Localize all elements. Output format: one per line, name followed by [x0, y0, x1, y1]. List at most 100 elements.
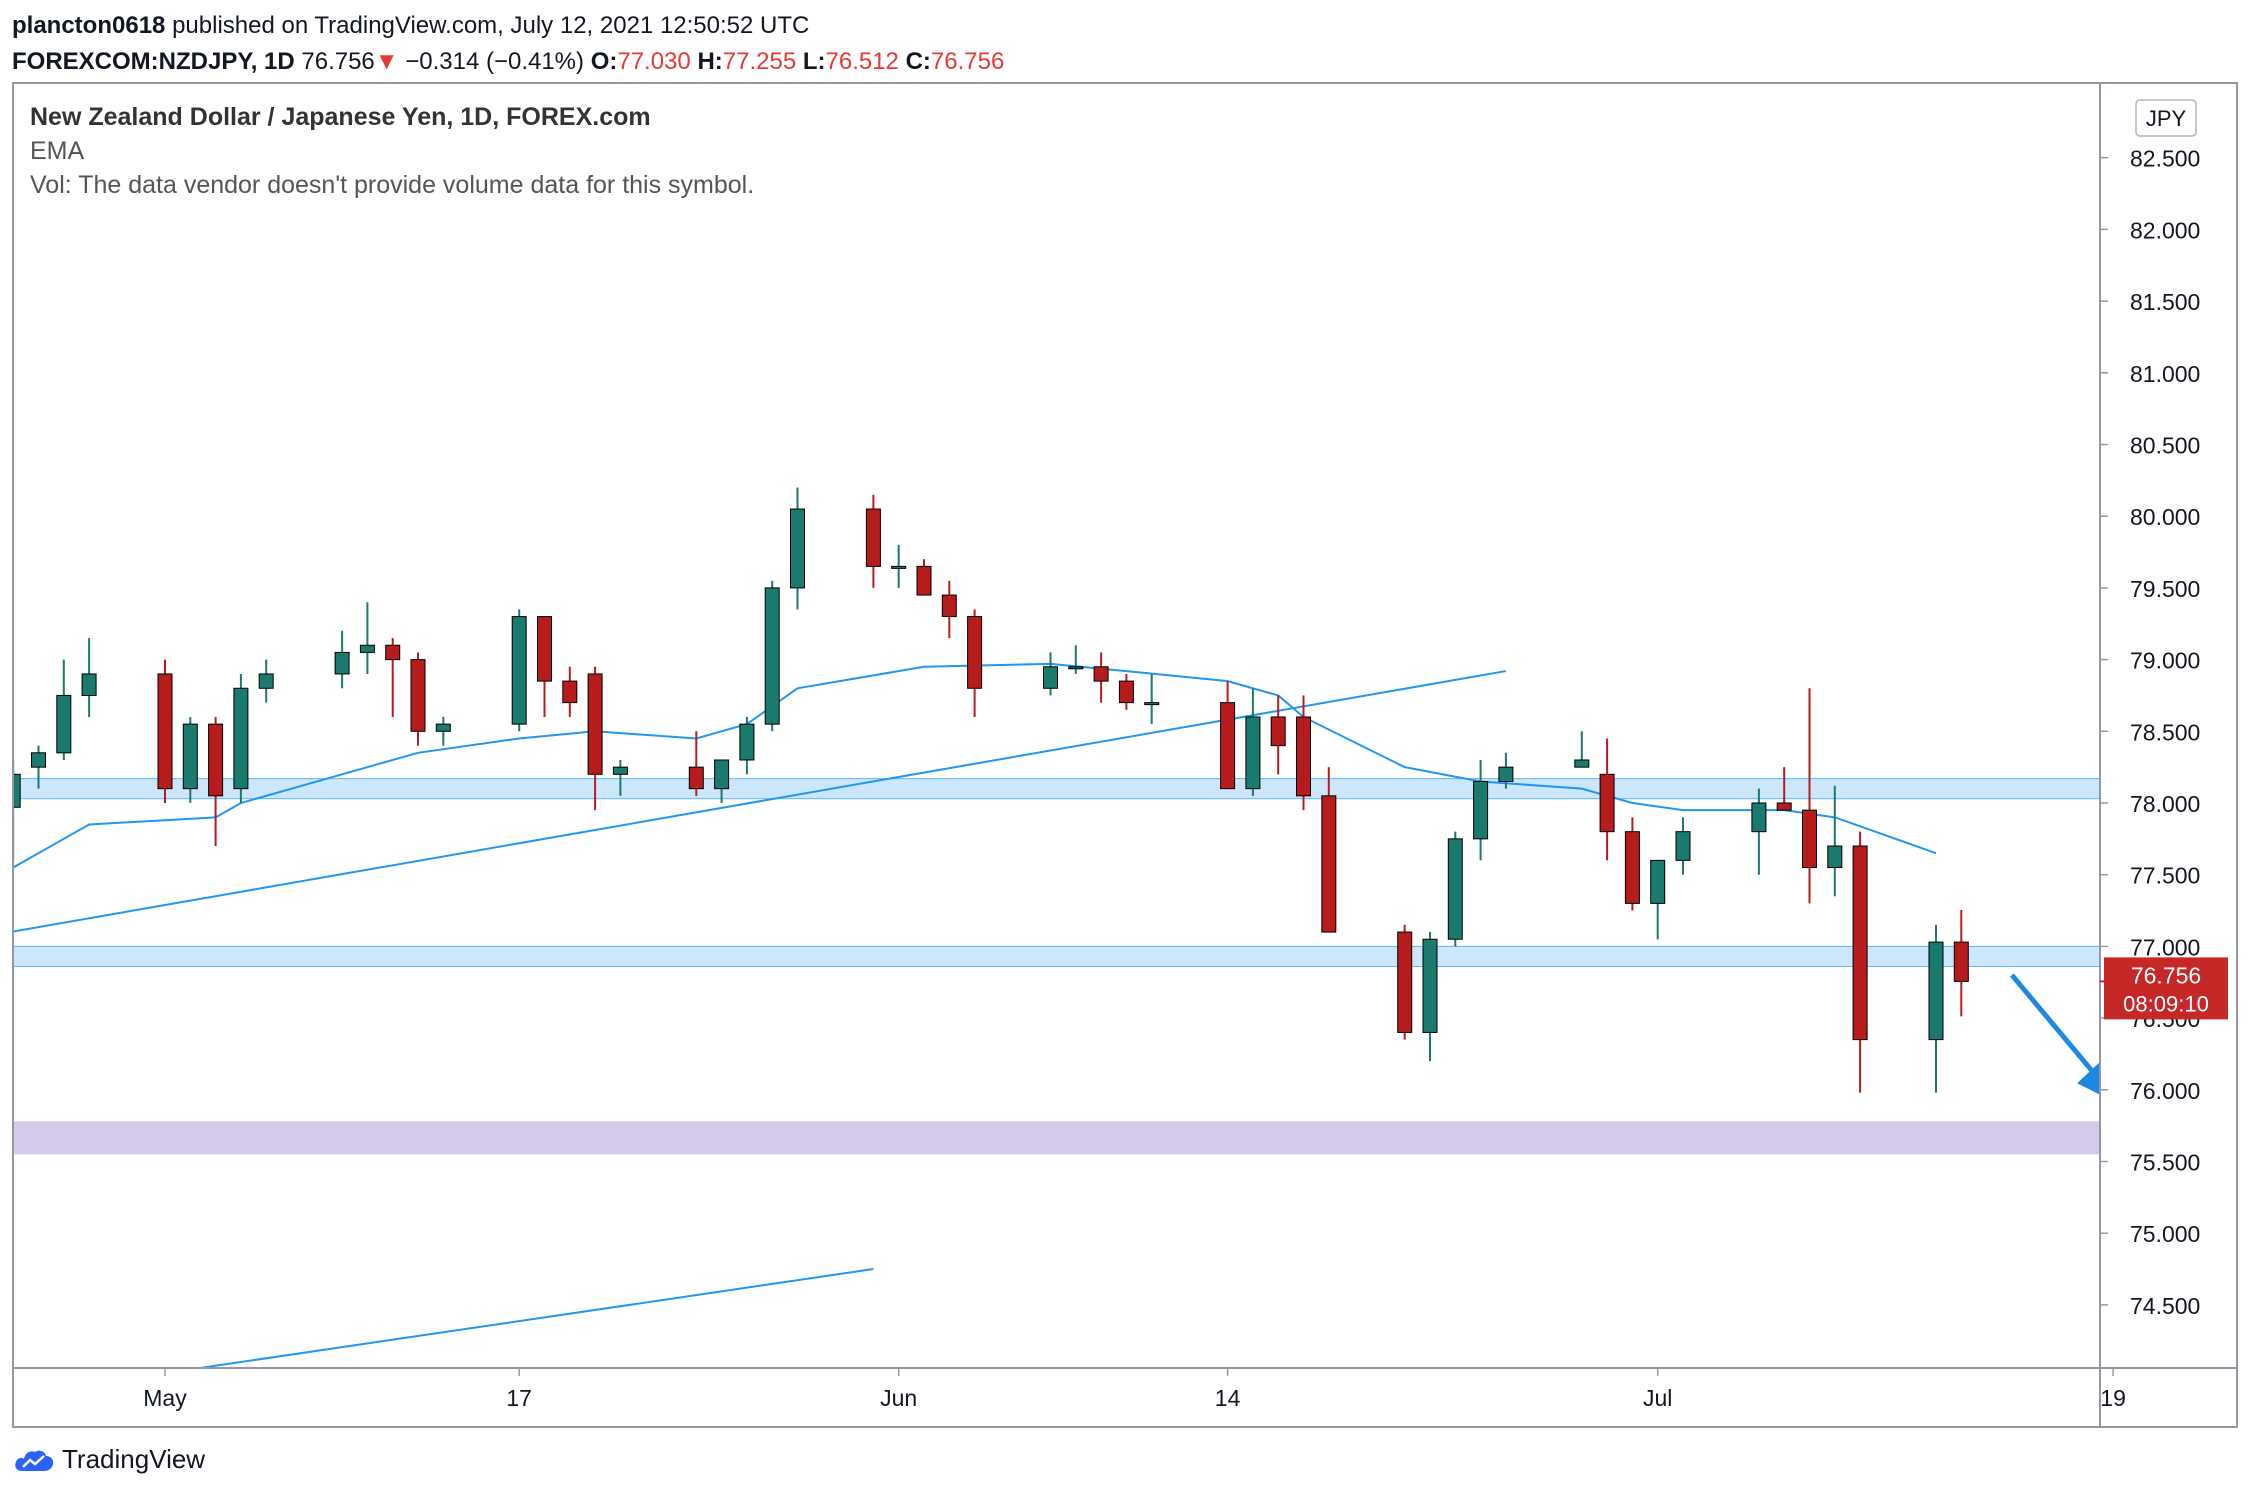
ohlc-line: FOREXCOM:NZDJPY, 1D 76.756▼ −0.314 (−0.4… [12, 44, 1004, 80]
candle-body [233, 687, 249, 790]
high-value: 77.255 [722, 48, 797, 75]
candle-body [1473, 780, 1489, 840]
x-tick-label: 17 [506, 1385, 532, 1411]
candle-2021-04-27 [14, 759, 21, 861]
zone-0 [14, 778, 2100, 800]
candle-body [1574, 759, 1590, 768]
candle-body [1827, 845, 1843, 869]
chart-legend: New Zealand Dollar / Japanese Yen, 1D, F… [30, 100, 754, 202]
close-label: C: [905, 48, 931, 75]
candle-body [1675, 831, 1691, 861]
candle-2021-05-05 [208, 716, 224, 847]
candle-2021-06-23 [1447, 831, 1463, 947]
candle-body [56, 694, 72, 754]
y-tick-label: 77.500 [2130, 863, 2200, 889]
candle-2021-06-28 [1574, 731, 1590, 768]
candle-body [739, 723, 755, 761]
candle-body [1599, 773, 1615, 833]
candle-2021-06-25 [1498, 752, 1514, 789]
candle-body [537, 616, 552, 682]
down-triangle-icon: ▼ [374, 48, 399, 75]
candle-2021-05-17 [511, 609, 527, 732]
candle-body [1043, 666, 1058, 689]
countdown-label: 08:09:10 [2123, 991, 2209, 1016]
y-tick-label: 81.000 [2130, 361, 2200, 387]
candle-2021-07-06 [1776, 767, 1792, 811]
footer: TradingView [14, 1444, 205, 1475]
candle-2021-05-03 [157, 659, 173, 803]
candle-body [1068, 666, 1084, 670]
candle-2021-06-09 [1093, 652, 1109, 703]
candle-body [1447, 838, 1463, 940]
candle-body [1245, 716, 1261, 790]
candle-body [562, 680, 578, 704]
candle-2021-05-10 [334, 630, 350, 689]
candle-body [334, 651, 350, 675]
candle-body [182, 723, 198, 790]
y-tick-label: 78.000 [2130, 791, 2200, 817]
currency-label: JPY [2146, 106, 2187, 131]
candle-body [1852, 845, 1868, 1041]
author-name[interactable]: plancton0618 [12, 12, 166, 39]
candle-2021-06-15 [1245, 688, 1261, 796]
legend-volume-note: Vol: The data vendor doesn't provide vol… [30, 171, 755, 199]
x-tick-label: May [143, 1385, 187, 1411]
candle-body [1321, 795, 1337, 933]
candle-2021-05-21 [612, 759, 628, 796]
candle-2021-04-29 [56, 659, 72, 760]
candle-body [941, 594, 957, 618]
y-tick-label: 80.000 [2130, 504, 2200, 530]
high-label: H: [697, 48, 723, 75]
candle-body [916, 565, 932, 596]
candle-body [790, 508, 805, 589]
y-tick-label: 82.000 [2130, 217, 2200, 243]
candle-2021-06-02 [916, 559, 932, 596]
y-tick-label: 80.500 [2130, 433, 2200, 459]
y-tick-label: 81.500 [2130, 289, 2200, 315]
candle-2021-05-12 [385, 638, 401, 717]
candle-2021-05-06 [233, 673, 249, 803]
candle-body [1928, 941, 1944, 1041]
candle-2021-07-12 [1928, 924, 1944, 1093]
candle-2021-05-20 [587, 666, 603, 811]
candle-body [714, 759, 730, 790]
candle-body [688, 766, 704, 790]
candle-body [1144, 702, 1160, 706]
candle-body [1397, 931, 1413, 1033]
candle-body [1776, 802, 1792, 811]
candle-2021-06-29 [1599, 738, 1615, 861]
candle-2021-06-04 [967, 609, 983, 717]
candle-body [1422, 938, 1438, 1033]
price-change: −0.314 (−0.41%) [405, 48, 585, 75]
candle-2021-06-03 [941, 580, 957, 639]
candle-2021-06-17 [1296, 695, 1311, 811]
candle-body [1220, 702, 1236, 790]
y-tick-label: 75.000 [2130, 1221, 2200, 1247]
candle-2021-07-01 [1650, 859, 1666, 940]
candle-2021-05-24 [688, 731, 704, 796]
candle-body [511, 616, 527, 725]
candle-2021-05-28 [790, 487, 805, 610]
candle-2021-05-14 [435, 716, 451, 746]
candle-2021-05-07 [258, 659, 274, 703]
tradingview-brand[interactable]: TradingView [62, 1444, 206, 1474]
candle-body [612, 766, 628, 775]
y-tick-label: 76.000 [2130, 1078, 2200, 1104]
last-price-label: 76.756 [2131, 962, 2201, 988]
candle-2021-04-28 [31, 745, 46, 789]
candle-2021-05-13 [410, 652, 426, 746]
chart-header: plancton0618 published on TradingView.co… [12, 8, 1004, 80]
candle-2021-07-09 [1852, 831, 1868, 1093]
candle-body [1624, 831, 1640, 904]
legend-ema[interactable]: EMA [30, 137, 85, 165]
candle-2021-06-14 [1220, 681, 1236, 790]
x-tick-label: Jul [1643, 1385, 1672, 1411]
candle-2021-06-30 [1624, 817, 1640, 911]
candle-2021-06-16 [1270, 695, 1286, 775]
candle-body [1802, 809, 1817, 869]
chart-frame[interactable] [12, 82, 2238, 1428]
last-price: 76.756 [301, 48, 375, 75]
symbol-label: FOREXCOM:NZDJPY, 1D [12, 48, 295, 75]
zone-1 [14, 945, 2100, 967]
